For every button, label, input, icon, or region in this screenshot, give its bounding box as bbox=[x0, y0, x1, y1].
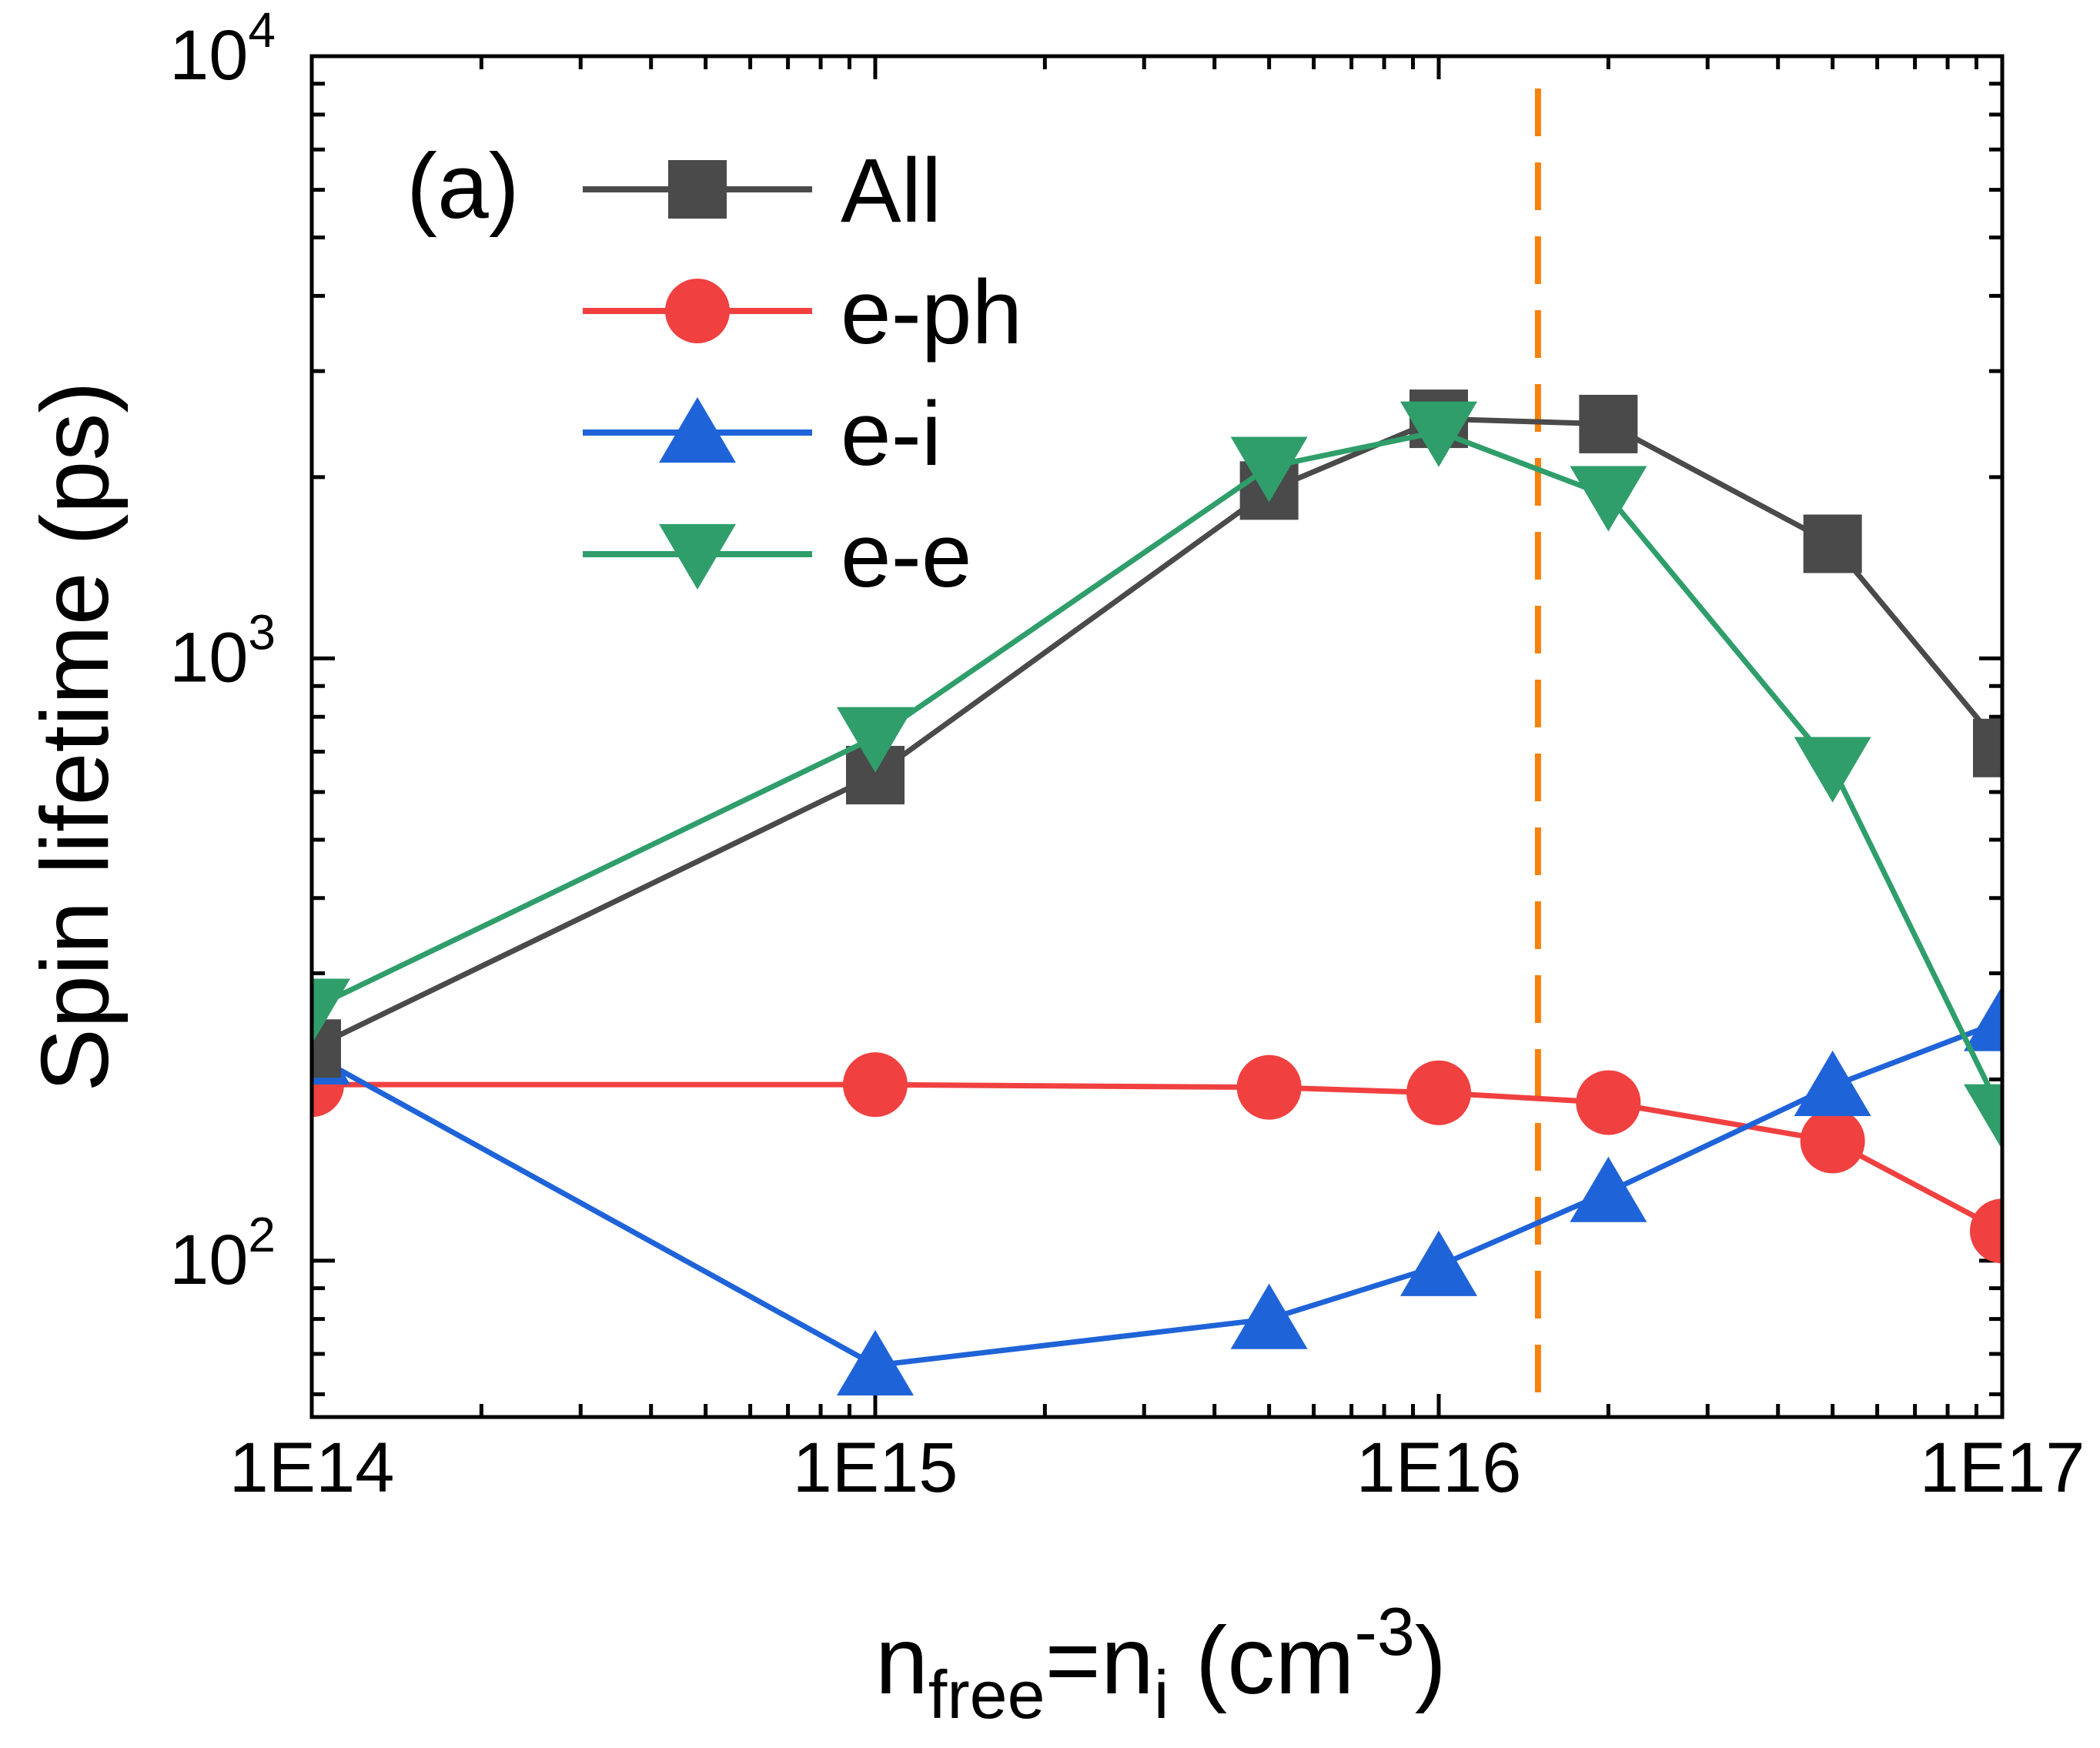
data-point bbox=[1570, 466, 1647, 532]
y-tick-base: 10 bbox=[169, 1221, 248, 1299]
legend-item-e-i: e-i bbox=[583, 383, 941, 485]
x-label-eq-n: =n bbox=[1045, 1608, 1154, 1714]
data-point bbox=[1570, 1156, 1647, 1222]
data-point bbox=[837, 1329, 914, 1396]
y-tick-label: 104 bbox=[169, 2, 276, 95]
legend-item-e-ph: e-ph bbox=[583, 262, 1022, 363]
x-label-n: n bbox=[875, 1608, 928, 1714]
legend: All e-ph e-i e-e bbox=[583, 140, 1022, 607]
y-tick-base: 10 bbox=[169, 16, 248, 95]
x-tick-label: 1E14 bbox=[229, 1429, 395, 1507]
plot-frame bbox=[309, 54, 2005, 1419]
x-label-sub-i: i bbox=[1154, 1656, 1169, 1733]
plot-series bbox=[312, 89, 2002, 1417]
y-tick-label: 103 bbox=[169, 604, 276, 697]
data-point bbox=[1230, 436, 1308, 503]
data-point bbox=[837, 707, 914, 773]
data-point bbox=[1973, 718, 2002, 777]
x-tick-label: 1E15 bbox=[793, 1429, 958, 1507]
x-tick-labels: 1E14 1E15 1E16 1E17 bbox=[229, 1429, 2085, 1507]
legend-item-all: All bbox=[583, 140, 941, 242]
legend-label: e-i bbox=[841, 383, 941, 485]
series-all bbox=[312, 389, 2002, 1078]
panel-label: (a) bbox=[406, 135, 520, 238]
major-ticks bbox=[309, 54, 2005, 1417]
data-point bbox=[1406, 1060, 1471, 1125]
data-point bbox=[1400, 401, 1477, 467]
series-line bbox=[312, 1081, 2002, 1234]
legend-label: All bbox=[841, 140, 941, 242]
y-tick-exponent: 3 bbox=[248, 604, 276, 660]
data-point bbox=[1964, 985, 2002, 1051]
data-point bbox=[1803, 514, 1862, 573]
x-axis-label: nfree=ni (cm-3) bbox=[875, 1593, 1446, 1733]
data-point bbox=[843, 1052, 908, 1118]
legend-marker bbox=[665, 279, 730, 343]
legend-marker bbox=[659, 397, 736, 463]
series-line bbox=[312, 429, 2002, 1116]
data-point bbox=[1964, 1084, 2002, 1150]
data-point bbox=[1970, 1198, 2002, 1264]
series-line bbox=[312, 416, 2002, 1051]
x-label-sup: -3 bbox=[1355, 1593, 1415, 1669]
y-axis-label: Spin lifetime (ps) bbox=[22, 381, 129, 1091]
legend-marker bbox=[668, 160, 727, 219]
series-line bbox=[312, 1018, 2002, 1369]
legend-marker bbox=[659, 523, 736, 590]
y-tick-exponent: 2 bbox=[248, 1207, 276, 1262]
series-e-ph bbox=[312, 1052, 2002, 1264]
data-point bbox=[1794, 737, 1871, 803]
legend-item-e-e: e-e bbox=[583, 505, 972, 607]
data-point bbox=[1579, 394, 1638, 453]
data-point bbox=[1236, 1054, 1302, 1120]
x-label-close: ) bbox=[1415, 1608, 1446, 1714]
series-e-e bbox=[312, 401, 2002, 1150]
x-tick-label: 1E17 bbox=[1920, 1429, 2085, 1507]
y-tick-exponent: 4 bbox=[248, 2, 276, 58]
minor-ticks bbox=[312, 56, 2002, 1417]
y-tick-base: 10 bbox=[169, 618, 248, 697]
x-label-sub-free: free bbox=[928, 1656, 1045, 1733]
data-point bbox=[312, 978, 350, 1044]
x-tick-label: 1E16 bbox=[1356, 1429, 1522, 1507]
legend-label: e-e bbox=[841, 505, 972, 607]
legend-label: e-ph bbox=[841, 262, 1022, 363]
data-point bbox=[1230, 1283, 1308, 1349]
data-point bbox=[1800, 1108, 1865, 1174]
series-e-i bbox=[312, 985, 2002, 1396]
y-tick-label: 102 bbox=[169, 1207, 276, 1299]
data-point bbox=[1794, 1050, 1871, 1117]
data-point bbox=[1400, 1230, 1477, 1296]
data-point bbox=[1576, 1070, 1641, 1135]
x-label-unit: (cm bbox=[1169, 1608, 1354, 1714]
